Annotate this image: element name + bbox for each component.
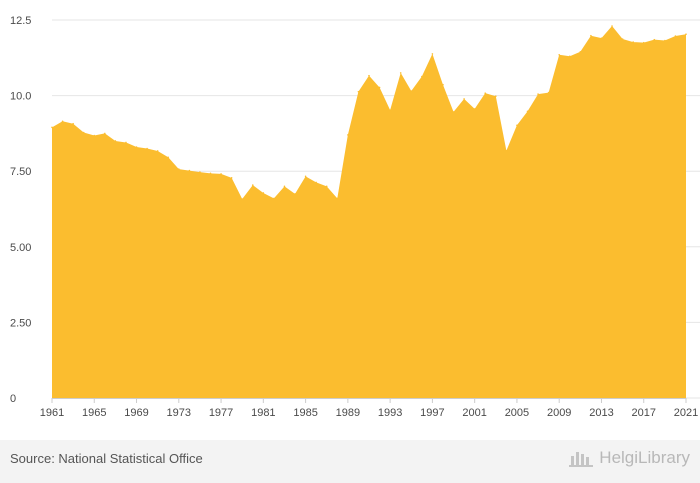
data-point: [294, 193, 296, 195]
data-point: [621, 38, 624, 40]
data-point: [82, 131, 85, 134]
data-point: [526, 110, 529, 113]
data-point: [558, 53, 560, 56]
data-point: [336, 197, 339, 200]
data-point: [495, 95, 497, 97]
data-point: [442, 83, 444, 86]
data-point: [368, 74, 370, 77]
brand-name: HelgiLibrary: [599, 448, 690, 467]
data-point: [125, 141, 127, 144]
data-point: [590, 34, 592, 37]
data-point: [325, 185, 328, 188]
data-point: [632, 41, 634, 43]
y-tick-label: 12.5: [10, 15, 31, 27]
data-point: [241, 198, 243, 200]
data-point: [600, 37, 603, 39]
data-point: [537, 93, 539, 95]
data-point: [642, 41, 645, 44]
data-point: [146, 147, 148, 150]
x-tick-label: 2017: [631, 407, 655, 419]
data-point: [220, 173, 222, 175]
data-point: [473, 108, 476, 110]
data-point: [431, 53, 434, 55]
x-tick-label: 1961: [40, 407, 64, 419]
data-point: [611, 25, 613, 27]
data-point: [135, 146, 138, 148]
data-point: [188, 169, 191, 172]
data-point: [664, 39, 666, 42]
data-point: [167, 156, 170, 159]
x-tick-label: 1977: [209, 407, 233, 419]
source-note: Source: National Statistical Office: [10, 451, 203, 466]
chart-footer: Source: National Statistical Office Helg…: [0, 440, 700, 483]
data-point: [114, 140, 117, 142]
data-point: [61, 120, 64, 123]
data-point: [283, 185, 286, 188]
data-point: [93, 134, 96, 137]
x-tick-label: 1993: [378, 407, 402, 419]
series-area: [51, 25, 687, 399]
data-point: [463, 98, 465, 100]
brand-logo[interactable]: HelgiLibrary: [569, 448, 690, 468]
data-point: [357, 90, 360, 93]
data-point: [505, 149, 508, 152]
y-tick-label: 0: [10, 393, 16, 405]
y-tick-label: 7.50: [10, 166, 31, 178]
data-point: [410, 90, 413, 92]
library-icon: [569, 452, 594, 467]
data-point: [273, 197, 275, 200]
y-axis: 0 2.50 5.00 7.50 10.0 12.5: [10, 15, 31, 405]
x-tick-label: 1969: [124, 407, 148, 419]
data-point: [230, 177, 233, 179]
data-point: [347, 134, 349, 136]
data-point: [685, 33, 687, 36]
y-tick-label: 5.00: [10, 242, 31, 254]
data-point: [389, 109, 391, 111]
y-tick-label: 10.0: [10, 91, 31, 103]
x-tick-label: 1985: [293, 407, 317, 419]
data-point: [674, 35, 677, 37]
x-axis: 1961 1965 1969 1973 1977 1981 1985 1989 1993 1997…: [40, 398, 698, 419]
x-tick-label: 2013: [589, 407, 613, 419]
data-point: [579, 50, 582, 53]
x-tick-label: 1981: [251, 407, 275, 419]
data-point: [51, 126, 53, 129]
data-point: [547, 91, 550, 94]
data-point: [156, 150, 159, 152]
data-point: [421, 75, 423, 78]
data-point: [209, 172, 212, 175]
data-point: [452, 111, 455, 113]
data-point: [568, 55, 571, 58]
data-point: [104, 132, 106, 135]
x-tick-label: 1989: [336, 407, 360, 419]
x-tick-label: 2021: [674, 407, 698, 419]
data-point: [653, 38, 656, 41]
data-point: [199, 171, 201, 173]
y-tick-label: 2.50: [10, 317, 31, 329]
data-point: [315, 181, 317, 184]
x-tick-label: 2009: [547, 407, 571, 419]
data-point: [262, 192, 265, 194]
data-point: [304, 175, 307, 178]
x-tick-label: 1965: [82, 407, 106, 419]
x-tick-label: 1973: [167, 407, 191, 419]
x-tick-label: 2001: [462, 407, 486, 419]
data-point: [516, 124, 518, 127]
data-point: [251, 184, 254, 186]
data-point: [484, 92, 487, 94]
data-point: [178, 168, 180, 170]
x-tick-label: 2005: [505, 407, 529, 419]
data-point: [399, 72, 402, 74]
data-point: [72, 122, 74, 125]
x-tick-label: 1997: [420, 407, 444, 419]
data-point: [378, 86, 381, 89]
area-series: [52, 26, 686, 399]
